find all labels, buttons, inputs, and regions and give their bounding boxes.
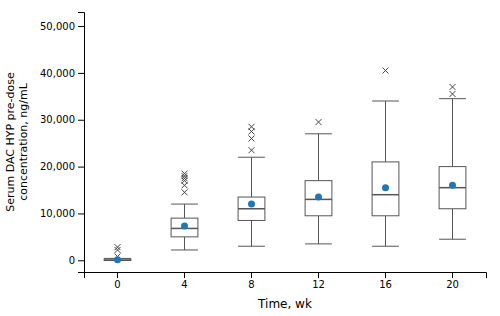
whisker-high [318, 134, 319, 181]
chart: 0 10,000 20,000 30,000 40,000 50,000 0 4 8 12 16 20… [0, 0, 500, 316]
whisker-cap-low [439, 239, 466, 240]
x-tick-mark [184, 272, 185, 278]
x-tick-mark [251, 272, 252, 278]
box [372, 162, 399, 216]
y-tick-label: 40,000 [40, 68, 75, 79]
y-axis-title-line: concentration, ng/mL [17, 82, 30, 201]
mean [315, 194, 322, 201]
outlier [450, 91, 456, 97]
outlier [249, 124, 255, 130]
whisker-high [385, 101, 386, 162]
whisker-cap-low [238, 246, 265, 247]
box-group [238, 124, 265, 246]
x-tick: 16 [379, 272, 392, 290]
whisker-cap-high [439, 98, 466, 99]
x-tick: 0 [114, 272, 120, 290]
y-axis-title-line: Serum DAC HYP pre-dose [4, 72, 17, 212]
whisker-cap-high [238, 157, 265, 158]
whisker-low [251, 220, 252, 246]
x-tick-mark [117, 272, 118, 278]
outlier [316, 119, 322, 125]
whisker-high [452, 99, 453, 167]
y-tick-label: 20,000 [40, 161, 75, 172]
x-tick: 12 [312, 272, 325, 290]
whisker-cap-low [171, 249, 198, 250]
whisker-cap-high [171, 204, 198, 205]
box [238, 197, 265, 220]
whisker-low [318, 216, 319, 244]
x-tick-label: 12 [312, 279, 325, 290]
x-tick-label: 16 [379, 279, 392, 290]
box-group [171, 171, 198, 250]
mean [181, 223, 188, 230]
box-group [372, 68, 399, 247]
whisker-low [184, 237, 185, 250]
whisker-low [385, 216, 386, 246]
x-axis: 0 4 8 12 16 20 [85, 272, 487, 290]
y-tick-label: 0 [69, 255, 75, 266]
whisker-cap-low [305, 243, 332, 244]
box [171, 218, 198, 237]
outlier [249, 147, 255, 153]
mean [114, 256, 121, 263]
x-axis-line [85, 273, 487, 279]
mean [449, 182, 456, 189]
y-tick: 10,000 [40, 208, 84, 219]
median [372, 194, 399, 196]
outlier [383, 68, 389, 74]
outlier [182, 189, 188, 195]
outlier [249, 135, 255, 141]
y-axis-title: Serum DAC HYP pre-doseconcentration, ng/… [4, 72, 30, 212]
y-tick: 50,000 [40, 21, 84, 32]
x-tick-mark [385, 272, 386, 278]
y-tick: 20,000 [40, 161, 84, 172]
y-tick: 0 [69, 255, 84, 266]
y-tick-mark [78, 73, 84, 74]
x-tick-mark [452, 272, 453, 278]
x-tick-label: 8 [248, 279, 254, 290]
y-tick-mark [78, 213, 84, 214]
box-group [305, 119, 332, 244]
y-tick-mark [78, 26, 84, 27]
x-tick-label: 0 [114, 279, 120, 290]
plot-area [104, 68, 466, 264]
whisker-low [452, 209, 453, 239]
y-tick-label: 50,000 [40, 21, 75, 32]
mean [248, 201, 255, 208]
box-group [104, 244, 131, 263]
x-tick: 20 [446, 272, 459, 290]
whisker-high [251, 157, 252, 197]
whisker-cap-low [372, 246, 399, 247]
whisker-high [184, 204, 185, 218]
box [439, 167, 466, 209]
y-axis-line [78, 13, 85, 273]
whisker-cap-high [305, 133, 332, 134]
median [238, 208, 265, 210]
box-group [439, 84, 466, 239]
y-tick-mark [78, 260, 84, 261]
x-tick-mark [318, 272, 319, 278]
y-tick-label: 10,000 [40, 208, 75, 219]
x-tick-label: 4 [181, 279, 187, 290]
outlier [450, 84, 456, 90]
whisker-cap-high [372, 101, 399, 102]
x-tick-label: 20 [446, 279, 459, 290]
outlier [115, 244, 121, 250]
outlier [182, 171, 188, 177]
box [305, 181, 332, 216]
mean [382, 184, 389, 191]
y-tick-mark [78, 120, 84, 121]
x-tick: 4 [181, 272, 187, 290]
y-tick: 30,000 [40, 114, 84, 125]
y-tick: 40,000 [40, 68, 84, 79]
y-axis: 0 10,000 20,000 30,000 40,000 50,000 [40, 13, 85, 273]
x-axis-title: Time, wk [257, 297, 312, 311]
y-tick-mark [78, 167, 84, 168]
y-tick-label: 30,000 [40, 114, 75, 125]
x-tick: 8 [248, 272, 254, 290]
outlier [115, 247, 121, 253]
